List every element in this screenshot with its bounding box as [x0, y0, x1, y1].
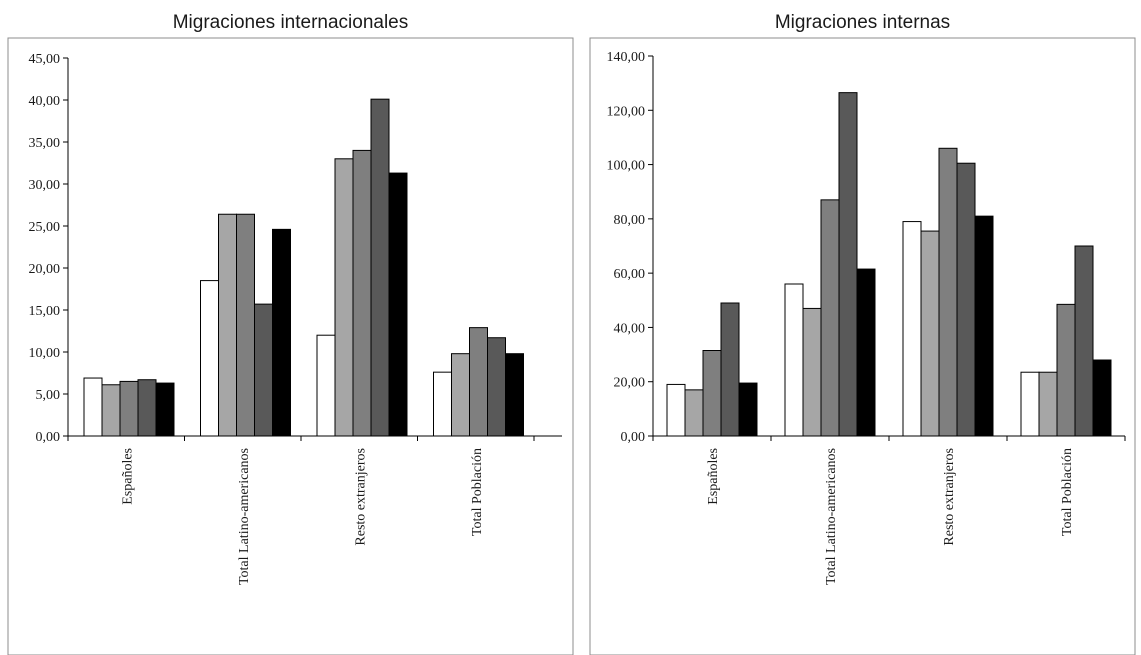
- frame-international: [7, 37, 574, 655]
- y-tick-label: 120,00: [607, 104, 646, 119]
- y-tick-label: 140,00: [607, 50, 646, 65]
- bar-series-1: [1020, 371, 1040, 437]
- chart-title-international: Migraciones internacionales: [172, 12, 409, 33]
- bar-series-1: [784, 283, 804, 437]
- y-tick-label: 30,00: [29, 178, 61, 193]
- bar-series-3: [469, 327, 488, 437]
- bar-series-2: [101, 384, 121, 437]
- bar-series-3: [352, 149, 372, 437]
- bar-series-1: [666, 383, 686, 437]
- bar-series-2: [920, 230, 940, 437]
- y-tick-label: 80,00: [614, 213, 646, 228]
- bar-series-4: [720, 302, 740, 437]
- bar-series-1: [83, 377, 103, 437]
- y-tick-label: 35,00: [29, 136, 61, 151]
- category-label: Total Población: [470, 448, 485, 536]
- y-tick-label: 20,00: [29, 262, 61, 277]
- plot-internal: 0,00 20,00 40,00 60,00 80,00 100,00 120,00 140,…: [607, 50, 1126, 585]
- y-tick-label: 60,00: [614, 267, 646, 282]
- bar-series-5: [1092, 359, 1112, 437]
- bar-series-2: [334, 158, 354, 437]
- y-tick-label: 20,00: [614, 376, 646, 391]
- category-label: Total Latino-americanos: [237, 448, 252, 585]
- bar-series-4: [137, 379, 157, 437]
- y-tick-label: 40,00: [29, 94, 61, 109]
- bar-series-2: [1038, 371, 1058, 437]
- bar-series-2: [218, 213, 237, 437]
- chart-title-internal: Migraciones internas: [774, 12, 951, 33]
- bar-series-5: [388, 172, 408, 437]
- bar-series-3: [820, 199, 840, 437]
- bar-series-1: [316, 334, 336, 437]
- bar-series-3: [119, 380, 139, 437]
- category-label: Españoles: [120, 448, 135, 505]
- bar-series-3: [1056, 303, 1076, 437]
- category-label: Total Población: [1060, 448, 1075, 536]
- bar-series-4: [956, 162, 976, 437]
- category-label: Total Latino-americanos: [824, 448, 839, 585]
- bar-series-1: [902, 221, 922, 437]
- y-tick-label: 15,00: [29, 304, 61, 319]
- y-tick-label: 40,00: [614, 321, 646, 336]
- bar-series-2: [802, 307, 822, 437]
- bar-series-3: [702, 350, 722, 437]
- y-tick-label: 0,00: [621, 430, 646, 445]
- bar-series-3: [938, 147, 958, 437]
- bar-series-5: [155, 382, 175, 437]
- y-tick-label: 25,00: [29, 220, 61, 235]
- bar-series-1: [433, 371, 452, 437]
- bar-series-1: [200, 280, 219, 437]
- y-tick-label: 10,00: [29, 346, 61, 361]
- bar-series-5: [505, 353, 524, 437]
- category-label: Españoles: [706, 448, 721, 505]
- bar-series-5: [272, 228, 291, 437]
- bar-series-4: [370, 98, 390, 437]
- y-tick-label: 45,00: [29, 52, 61, 67]
- bar-series-2: [451, 353, 470, 437]
- y-tick-label: 5,00: [36, 388, 61, 403]
- bar-series-5: [738, 382, 758, 437]
- bar-series-3: [236, 213, 255, 437]
- plot-international: 0,00 5,00 10,00 15,00 20,00 25,00 30,00 35,00 40…: [29, 52, 562, 585]
- bar-series-4: [1074, 245, 1094, 437]
- y-tick-label: 100,00: [607, 159, 646, 174]
- frame-internal: [589, 37, 1136, 655]
- category-label: Resto extranjeros: [353, 448, 368, 546]
- bar-series-4: [254, 303, 273, 437]
- bar-series-5: [856, 268, 876, 437]
- bar-series-4: [487, 337, 506, 437]
- bar-series-4: [838, 92, 858, 437]
- category-label: Resto extranjeros: [942, 448, 957, 546]
- bar-series-2: [684, 389, 704, 437]
- y-tick-label: 0,00: [36, 430, 61, 445]
- bar-series-5: [974, 215, 994, 437]
